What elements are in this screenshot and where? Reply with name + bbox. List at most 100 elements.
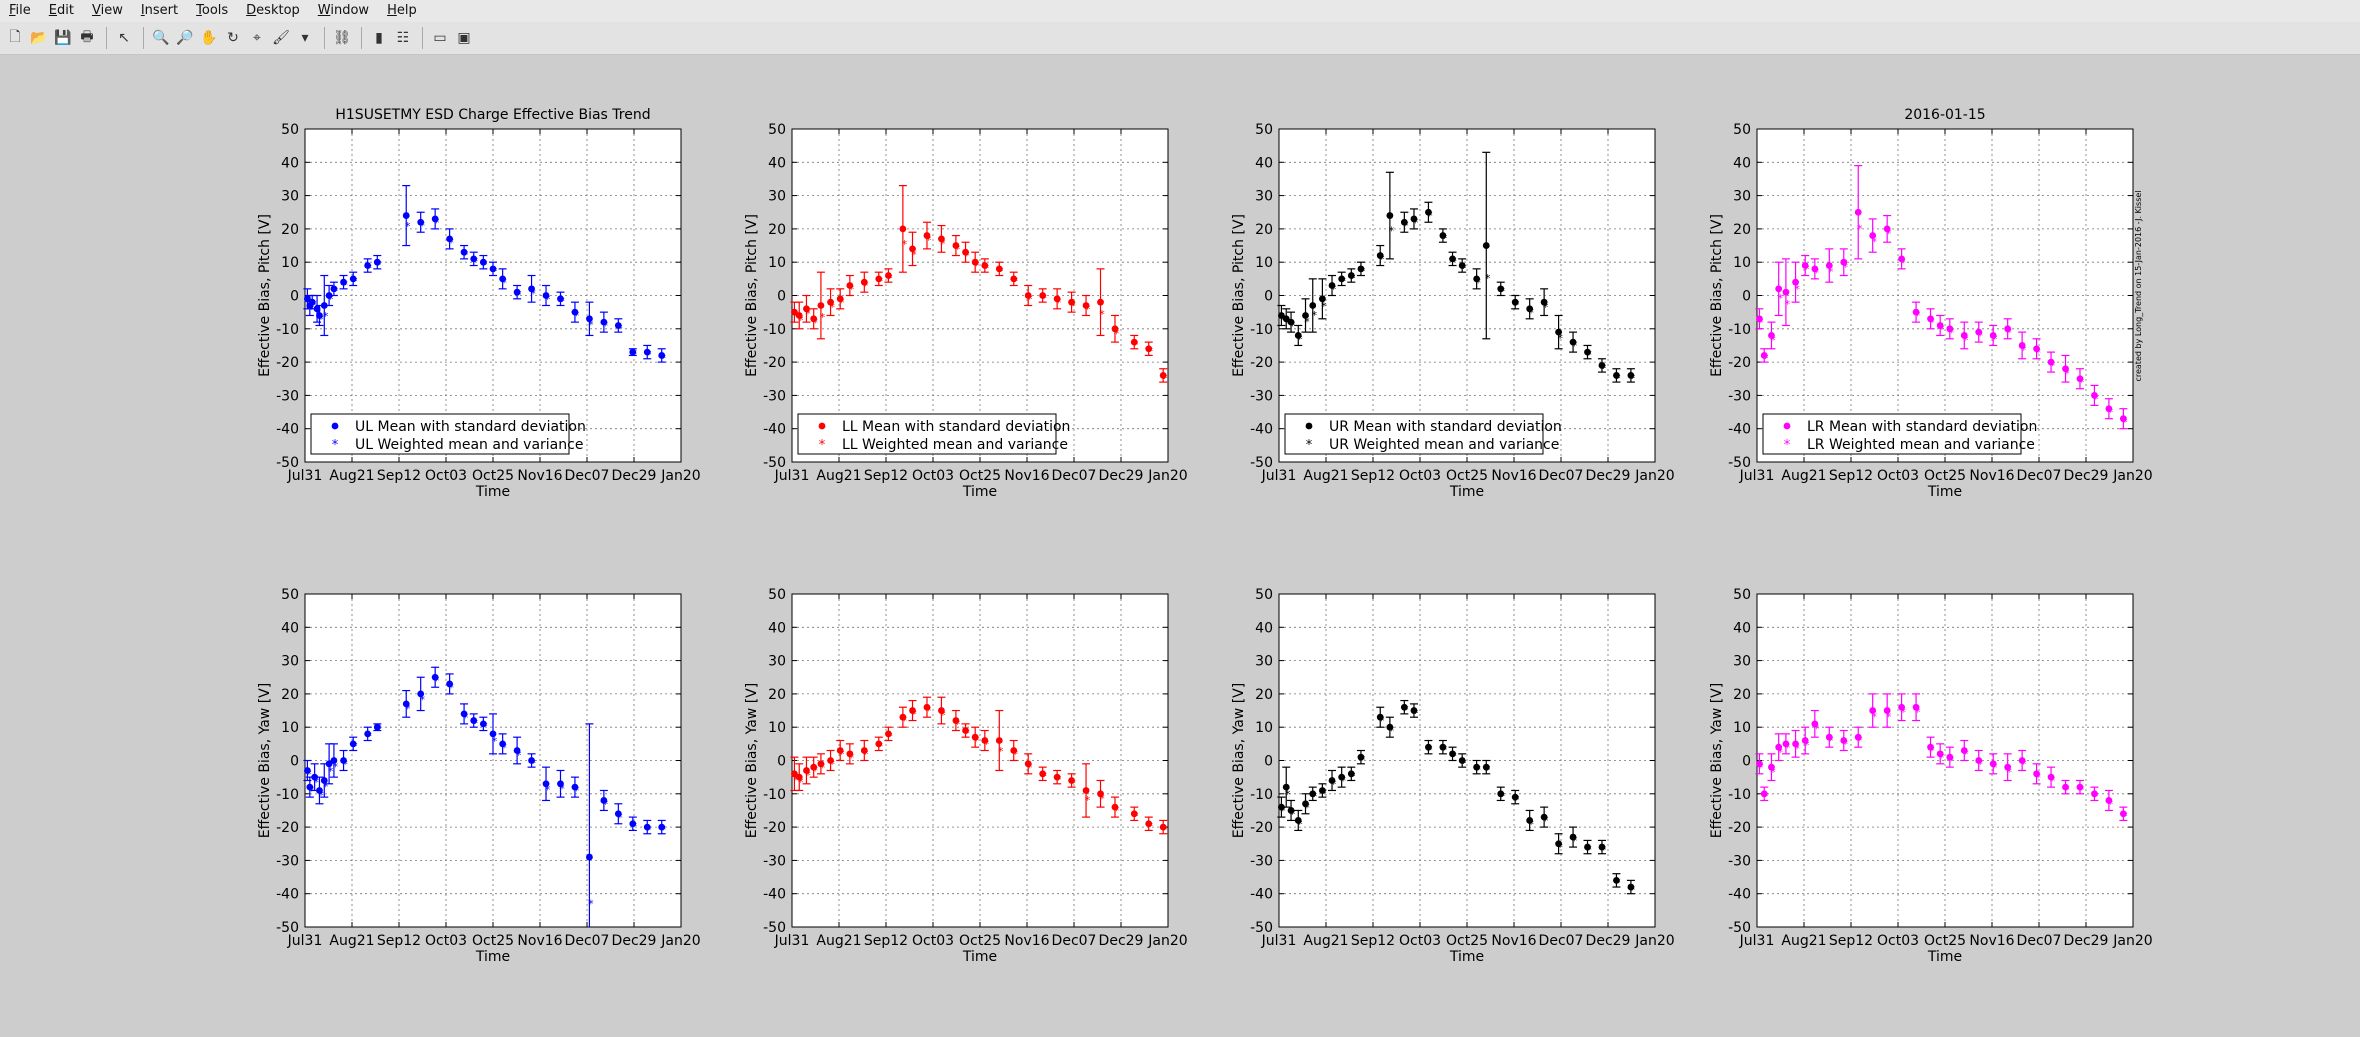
- menu-insert[interactable]: Insert: [140, 3, 179, 18]
- x-tick-label: Sep12: [864, 933, 908, 949]
- weighted-mean-point: *: [1297, 818, 1303, 831]
- mean-point: [1584, 348, 1591, 356]
- x-tick-label: Sep12: [1351, 468, 1395, 484]
- mean-point: [1097, 298, 1104, 306]
- weighted-mean-point: *: [2006, 326, 2012, 339]
- insert-legend-icon[interactable]: ☷: [396, 30, 410, 46]
- menu-desktop[interactable]: Desktop: [246, 3, 300, 18]
- y-tick-label: -40: [1728, 422, 1751, 438]
- x-tick-label: Dec29: [1099, 468, 1144, 484]
- y-tick-label: 0: [290, 754, 299, 770]
- y-tick-label: -20: [763, 820, 786, 836]
- pan-hand-icon[interactable]: ✋: [200, 30, 218, 46]
- weighted-mean-point: *: [2093, 790, 2099, 803]
- new-figure-icon[interactable]: 🗋: [9, 29, 21, 45]
- y-tick-label: -20: [1250, 820, 1273, 836]
- rotate-3d-icon[interactable]: ↻: [227, 30, 239, 46]
- weighted-mean-point: *: [849, 751, 855, 764]
- y-tick-label: -10: [276, 322, 299, 338]
- weighted-mean-point: *: [1949, 326, 1955, 339]
- zoom-out-icon[interactable]: 🔎: [176, 30, 194, 46]
- menu-edit[interactable]: Edit: [48, 3, 74, 18]
- mean-point: [658, 352, 666, 359]
- weighted-mean-point: *: [984, 262, 990, 275]
- weighted-mean-point: *: [1147, 820, 1153, 833]
- legend: LR Mean with standard deviation * LR Weigh…: [1762, 413, 2037, 455]
- mean-point: [1400, 703, 1408, 711]
- link-plot-icon[interactable]: ⛓: [333, 30, 351, 46]
- weighted-mean-point: *: [1615, 877, 1621, 890]
- mean-point: [1145, 820, 1153, 828]
- weighted-mean-point: *: [1828, 265, 1834, 278]
- show-plot-tools-icon[interactable]: ▣: [457, 30, 471, 46]
- menu-help[interactable]: Help: [387, 3, 417, 18]
- dropdown-arrow-icon[interactable]: ▾: [301, 30, 309, 46]
- zoom-in-icon[interactable]: 🔍: [152, 30, 170, 46]
- legend: UL Mean with standard deviation * UL Weigh…: [310, 413, 586, 455]
- weighted-mean-point: *: [2035, 346, 2041, 359]
- mean-point: [1760, 790, 1768, 798]
- print-icon[interactable]: 🖶: [80, 29, 94, 45]
- mean-point: [1792, 278, 1799, 286]
- menu-tools[interactable]: Tools: [196, 3, 229, 18]
- brush-icon[interactable]: 🖌: [272, 30, 290, 46]
- open-file-icon[interactable]: 📂: [30, 30, 48, 46]
- weighted-mean-point: *: [1900, 256, 1906, 269]
- data-cursor-icon[interactable]: ⌖: [253, 30, 261, 46]
- weighted-mean-point: *: [998, 265, 1004, 278]
- mean-point: [373, 258, 381, 266]
- mean-point: [2004, 763, 2012, 771]
- menu-file[interactable]: File: [9, 3, 31, 18]
- mean-point: [364, 730, 372, 738]
- axes-UL-yaw: -50 -40 -30 -20 -10 0 10 20 30 40 50 Jul31 Aug21 Sep1…: [257, 587, 701, 965]
- x-tick-label: Oct25: [472, 468, 514, 484]
- weighted-mean-point: *: [1321, 787, 1327, 800]
- weighted-mean-point: *: [2050, 775, 2056, 788]
- weighted-mean-point: *: [974, 735, 980, 748]
- mean-point: [1309, 302, 1317, 309]
- mean-point: [417, 218, 425, 226]
- weighted-mean-point: *: [849, 283, 855, 296]
- y-tick-label: -30: [1250, 853, 1273, 869]
- y-tick-label: 20: [281, 687, 299, 703]
- weighted-mean-point: *: [1133, 338, 1139, 351]
- mean-point: [313, 305, 321, 313]
- menu-view[interactable]: View: [91, 3, 123, 18]
- mean-point: [320, 777, 328, 784]
- weighted-mean-point: *: [516, 749, 522, 762]
- save-icon[interactable]: 💾: [54, 30, 72, 46]
- insert-colorbar-icon[interactable]: ▮: [375, 30, 383, 46]
- weighted-mean-point: *: [1857, 735, 1863, 748]
- hide-plot-tools-icon[interactable]: ▭: [433, 30, 447, 46]
- weighted-mean-point: *: [1290, 808, 1296, 821]
- mean-point: [795, 312, 803, 319]
- menu-window[interactable]: Window: [317, 3, 370, 18]
- mean-point: [1936, 750, 1944, 758]
- weighted-mean-point: *: [1427, 210, 1433, 223]
- mean-point: [600, 318, 608, 326]
- y-tick-label: 20: [768, 687, 786, 703]
- axes-LL-pitch: -50 -40 -30 -20 -10 0 10 20 30 40 50 Jul31 Aug21 Sep1…: [744, 122, 1188, 500]
- mean-point: [952, 242, 960, 249]
- axes-frame: [1756, 593, 2134, 928]
- y-axis-label: Effective Bias, Pitch [V]: [1709, 214, 1725, 377]
- edit-plot-arrow-icon[interactable]: ↖: [118, 30, 130, 46]
- y-tick-label: -20: [763, 355, 786, 371]
- mean-point: [1756, 315, 1763, 323]
- y-tick-label: 0: [777, 289, 786, 305]
- weighted-mean-point: *: [1099, 792, 1105, 805]
- toolbar-separator: [106, 27, 107, 49]
- mean-point: [308, 298, 316, 306]
- y-tick-label: -40: [1728, 887, 1751, 903]
- weighted-mean-point: *: [1528, 306, 1534, 319]
- mean-point: [586, 315, 593, 323]
- y-tick-label: -40: [1250, 887, 1273, 903]
- mean-point: [827, 298, 834, 306]
- y-tick-label: 40: [281, 155, 299, 171]
- weighted-mean-point: *: [1285, 788, 1291, 801]
- y-axis-label: Effective Bias, Yaw [V]: [744, 683, 760, 838]
- weighted-mean-point: *: [1041, 770, 1047, 783]
- x-tick-label: Oct03: [912, 933, 954, 949]
- weighted-mean-point: *: [323, 310, 329, 323]
- mean-point: [875, 275, 883, 283]
